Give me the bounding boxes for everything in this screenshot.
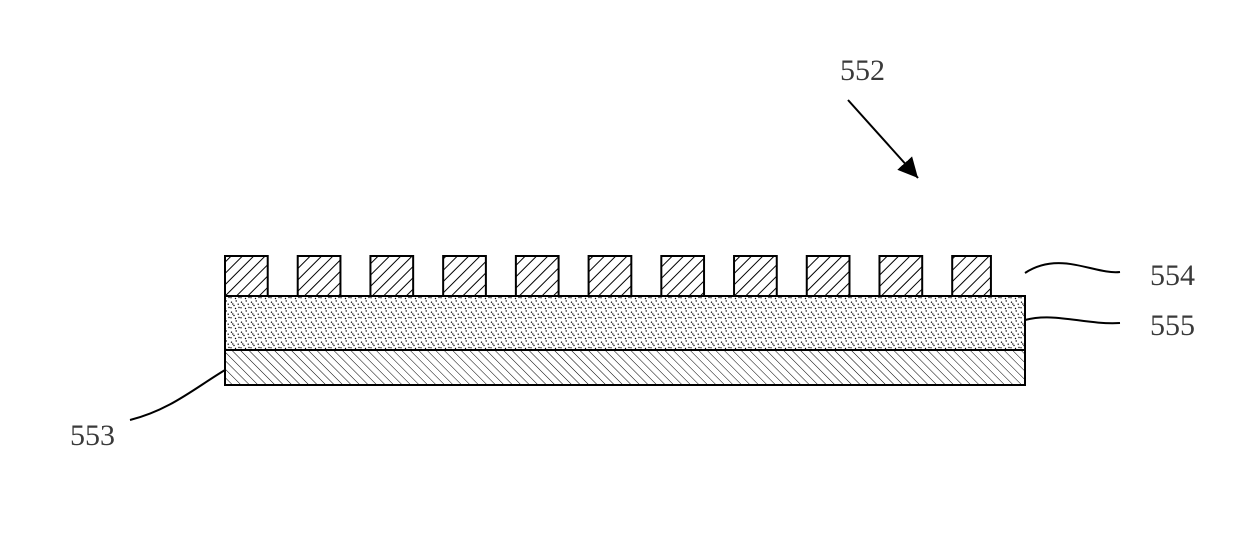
leader-to-middle [1025,317,1120,323]
assembly-pointer-arrow [848,100,918,178]
leader-to-base [130,370,225,420]
label-assembly: 552 [840,54,885,87]
label-block: 554 [1150,259,1195,292]
leader-to-block [1025,263,1120,273]
label-middle: 555 [1150,309,1195,342]
label-base: 553 [70,419,115,452]
